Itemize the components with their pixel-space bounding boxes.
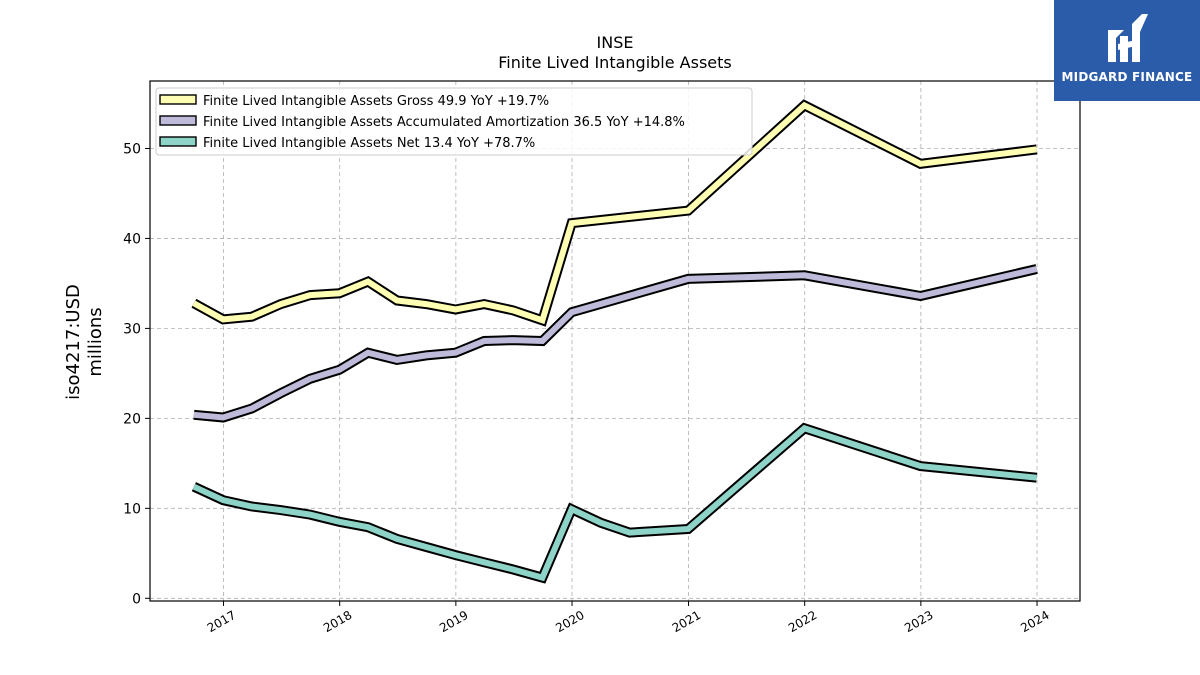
series-lines xyxy=(191,99,1038,584)
legend-swatch-0 xyxy=(159,94,197,105)
y-axis: 0 10 20 30 40 50 xyxy=(123,141,150,607)
y-tick-label: 0 xyxy=(132,591,141,607)
x-tick-label: 2023 xyxy=(902,608,935,635)
y-axis-label-scale: millions xyxy=(85,307,106,376)
y-axis-label-unit: iso4217:USD xyxy=(63,284,84,400)
x-tick-label: 2018 xyxy=(321,608,354,635)
grid xyxy=(150,81,1080,601)
legend: Finite Lived Intangible Assets Gross 49.… xyxy=(155,87,753,156)
legend-label-0: Finite Lived Intangible Assets Gross 49.… xyxy=(203,94,549,109)
legend-label-1: Finite Lived Intangible Assets Accumulat… xyxy=(203,115,685,130)
series-line-2 xyxy=(192,424,1037,582)
y-tick-label: 50 xyxy=(123,141,141,157)
y-tick-label: 10 xyxy=(123,501,141,517)
x-tick-label: 2020 xyxy=(553,608,586,635)
chart-subtitle: Finite Lived Intangible Assets xyxy=(498,53,731,72)
y-tick-label: 20 xyxy=(123,411,141,427)
midgard-logo-icon xyxy=(1108,14,1148,62)
legend-label-2: Finite Lived Intangible Assets Net 13.4 … xyxy=(203,136,535,151)
series-outline-2 xyxy=(191,422,1038,584)
legend-box xyxy=(155,87,753,156)
x-tick-label: 2022 xyxy=(786,608,819,635)
plot-frame xyxy=(149,80,1081,602)
y-tick-label: 40 xyxy=(123,231,141,247)
brand-logo: MIDGARD FINANCE xyxy=(1054,0,1200,101)
y-tick-label: 30 xyxy=(123,321,141,337)
legend-swatch-2 xyxy=(159,136,197,147)
brand-name: MIDGARD FINANCE xyxy=(1061,70,1193,84)
x-tick-label: 2021 xyxy=(670,608,703,635)
x-tick-label: 2019 xyxy=(437,608,470,635)
series-line-1 xyxy=(193,266,1038,421)
x-tick-label: 2024 xyxy=(1018,608,1051,635)
x-tick-label: 2017 xyxy=(205,608,238,635)
x-axis: 2017 2018 2019 2020 2021 2022 2023 2024 xyxy=(205,601,1052,635)
legend-swatch-1 xyxy=(159,115,197,126)
chart-title: INSE xyxy=(597,33,634,52)
series-line-0 xyxy=(192,101,1038,325)
